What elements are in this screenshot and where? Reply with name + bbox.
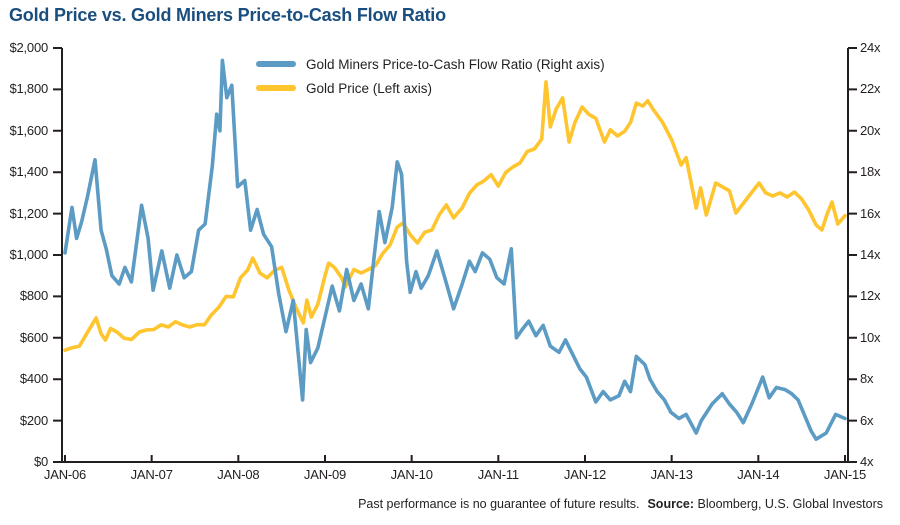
y-left-tick-label: $1,800 <box>9 81 48 97</box>
x-tick-label: JAN-09 <box>303 467 347 482</box>
legend-item-miners: Gold Miners Price-to-Cash Flow Ratio (Ri… <box>256 52 605 76</box>
y-right-tick-label: 24x <box>860 40 881 55</box>
gold-price-line <box>63 80 847 353</box>
x-tick-label: JAN-06 <box>43 467 87 482</box>
x-tick-label: JAN-10 <box>390 467 433 482</box>
y-left-tick-label: $600 <box>19 329 48 345</box>
y-left-tick-label: $2,000 <box>9 40 48 55</box>
miners-ratio-line <box>63 58 847 442</box>
x-tick-label: JAN-13 <box>650 467 693 482</box>
y-right-tick-label: 8x <box>860 371 874 387</box>
y-left-tick-label: $1,200 <box>9 205 48 221</box>
y-left-tick-label: $400 <box>19 371 48 387</box>
legend: Gold Miners Price-to-Cash Flow Ratio (Ri… <box>256 52 605 100</box>
y-right-tick-label: 20x <box>860 122 881 138</box>
y-left-tick-label: $200 <box>19 412 48 428</box>
disclaimer-text: Past performance is no guarantee of futu… <box>358 497 640 511</box>
y-right-tick-label: 18x <box>860 164 881 180</box>
y-right-tick-label: 14x <box>860 247 881 262</box>
axes <box>53 47 857 463</box>
x-tick-label: JAN-08 <box>217 467 260 482</box>
y-right-tick-label: 6x <box>860 412 874 428</box>
y-right-tick-label: 4x <box>860 454 874 469</box>
y-right-tick-label: 10x <box>860 329 881 345</box>
legend-label-miners: Gold Miners Price-to-Cash Flow Ratio (Ri… <box>306 56 605 72</box>
y-left-tick-label: $1,000 <box>9 247 48 262</box>
source-label: Source: <box>647 497 695 511</box>
x-tick-label: JAN-12 <box>563 467 607 482</box>
y-right-tick-label: 12x <box>860 288 881 304</box>
chart-title: Gold Price vs. Gold Miners Price-to-Cash… <box>9 5 446 25</box>
legend-label-gold: Gold Price (Left axis) <box>306 80 433 96</box>
y-left-tick-label: $1,600 <box>9 122 48 138</box>
x-tick-label: JAN-14 <box>737 467 780 482</box>
y-left-tick-label: $800 <box>19 288 48 304</box>
miners-line-swatch-icon <box>256 61 296 67</box>
legend-item-gold: Gold Price (Left axis) <box>256 76 605 100</box>
x-tick-label: JAN-15 <box>823 467 867 482</box>
y-left-tick-label: $1,400 <box>9 164 48 180</box>
y-left-tick-label: $0 <box>33 454 48 469</box>
x-tick-label: JAN-11 <box>477 467 519 482</box>
y-right-tick-label: 22x <box>860 81 881 97</box>
gold-line-swatch-icon <box>256 85 296 91</box>
footer: Past performance is no guarantee of futu… <box>358 497 883 511</box>
source-text: Bloomberg, U.S. Global Investors <box>697 497 884 511</box>
x-tick-label: JAN-07 <box>130 467 173 482</box>
y-right-tick-label: 16x <box>860 205 881 221</box>
